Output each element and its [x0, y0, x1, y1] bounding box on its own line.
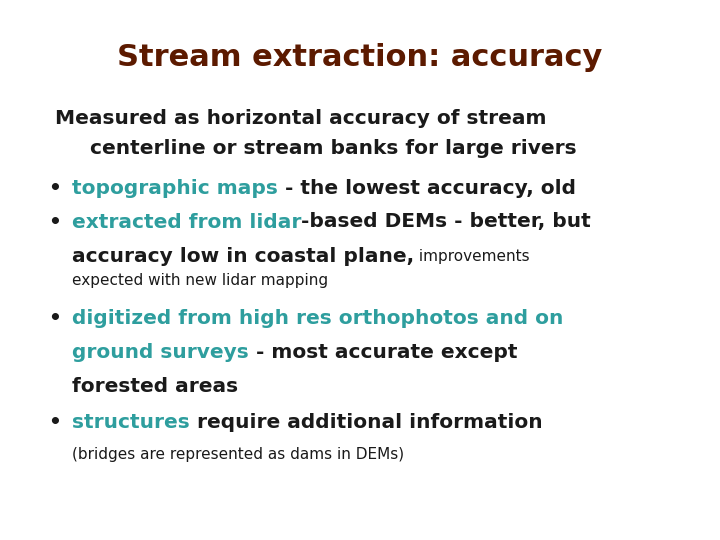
- Text: extracted from lidar: extracted from lidar: [72, 213, 302, 232]
- Text: require additional information: require additional information: [190, 413, 542, 431]
- Text: accuracy low in coastal plane,: accuracy low in coastal plane,: [72, 246, 414, 266]
- Text: Measured as horizontal accuracy of stream: Measured as horizontal accuracy of strea…: [55, 109, 546, 127]
- Text: expected with new lidar mapping: expected with new lidar mapping: [72, 273, 328, 287]
- Text: - the lowest accuracy, old: - the lowest accuracy, old: [278, 179, 576, 198]
- Text: forested areas: forested areas: [72, 376, 238, 395]
- Text: •: •: [48, 179, 61, 198]
- Text: centerline or stream banks for large rivers: centerline or stream banks for large riv…: [90, 138, 577, 158]
- Text: Stream extraction: accuracy: Stream extraction: accuracy: [117, 44, 603, 72]
- Text: topographic maps: topographic maps: [72, 179, 278, 198]
- Text: •: •: [48, 213, 61, 232]
- Text: •: •: [48, 413, 61, 431]
- Text: structures: structures: [72, 413, 190, 431]
- Text: - most accurate except: - most accurate except: [248, 342, 517, 361]
- Text: digitized from high res orthophotos and on: digitized from high res orthophotos and …: [72, 308, 563, 327]
- Text: improvements: improvements: [414, 248, 530, 264]
- Text: •: •: [48, 308, 61, 327]
- Text: -based DEMs - better, but: -based DEMs - better, but: [302, 213, 591, 232]
- Text: ground surveys: ground surveys: [72, 342, 248, 361]
- Text: (bridges are represented as dams in DEMs): (bridges are represented as dams in DEMs…: [72, 448, 404, 462]
